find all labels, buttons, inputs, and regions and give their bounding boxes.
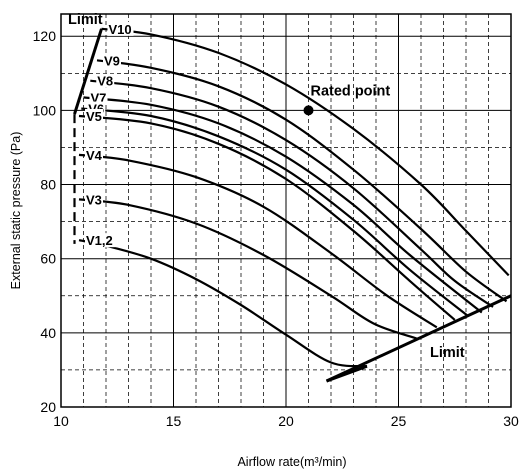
x-tick-label: 20	[278, 413, 294, 429]
y-tick-label: 100	[33, 102, 57, 118]
x-tick-label: 30	[503, 413, 519, 429]
limit-line-left	[73, 28, 103, 115]
curve-label-v10: V10	[109, 22, 132, 37]
curve-label-v4: V4	[86, 148, 103, 163]
tick-labels: 10 15 20 25 30 20 40 60 80 100 120	[33, 28, 519, 429]
curve-v4	[78, 153, 438, 329]
curve-v6	[81, 107, 469, 318]
curve-v8	[90, 79, 494, 308]
curve-label-bg	[96, 73, 115, 88]
curve-label-v9: V9	[104, 53, 120, 68]
curve-label-v8: V8	[97, 74, 113, 89]
x-tick-label: 10	[53, 413, 69, 429]
limit-line-link	[325, 364, 368, 383]
curve-label-bg	[107, 21, 134, 36]
y-tick-label: 40	[40, 325, 56, 341]
x-axis-title: Airflow rate(m³/min)	[237, 455, 346, 469]
rated-point-label: Rated point	[311, 83, 391, 99]
grid	[61, 14, 511, 407]
curve-label-v5: V5	[86, 109, 102, 124]
fan-curves	[78, 27, 510, 368]
curve-labels: V10V9V8V7V6V5V4V3V1,2	[85, 21, 134, 248]
curve-label-bg	[89, 90, 108, 105]
y-tick-label: 20	[40, 399, 56, 415]
curve-v5	[78, 114, 456, 321]
curve-label-bg	[85, 233, 119, 248]
x-tick-label: 25	[391, 413, 407, 429]
limit-label-bottom: Limit	[430, 345, 465, 361]
limit-line-right	[325, 294, 512, 383]
curve-label-bg	[103, 53, 121, 68]
rated-point-marker	[303, 105, 314, 116]
curve-v9	[96, 59, 508, 303]
limit-lines	[73, 28, 512, 383]
y-tick-label: 80	[40, 177, 56, 193]
y-tick-label: 60	[40, 251, 56, 267]
y-tick-label: 120	[33, 28, 57, 44]
curve-v10	[101, 27, 510, 277]
curve-v7	[83, 96, 483, 314]
curve-label-v3: V3	[86, 192, 102, 207]
curve-label-bg	[85, 192, 103, 207]
curve-label-bg	[85, 147, 103, 162]
curve-label-bg	[85, 108, 103, 123]
x-tick-label: 15	[166, 413, 182, 429]
curve-v3	[78, 198, 417, 340]
plot-frame	[60, 13, 512, 408]
limit-label-top: Limit	[68, 12, 103, 28]
curve-label-v1-2: V1,2	[86, 233, 113, 248]
y-axis-title: External static pressure (Pa)	[9, 132, 23, 290]
